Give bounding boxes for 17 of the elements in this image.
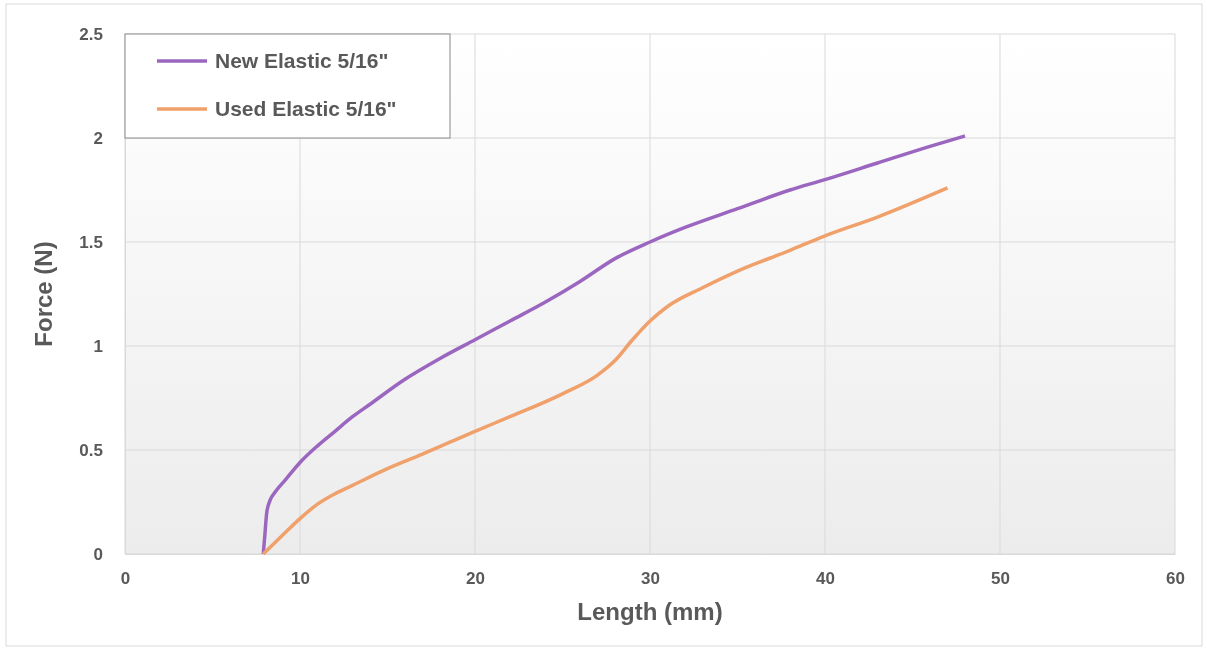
x-tick-label: 60	[1166, 569, 1185, 589]
legend-label: New Elastic 5/16"	[215, 49, 389, 72]
x-tick-label: 20	[466, 569, 485, 589]
y-tick-label: 0	[93, 544, 103, 564]
y-axis-title: Force (N)	[30, 241, 57, 347]
y-tick-label: 2	[93, 128, 103, 148]
x-tick-label: 50	[991, 569, 1010, 589]
x-tick-label: 0	[120, 569, 131, 589]
y-tick-label: 1.5	[79, 232, 103, 252]
y-tick-label: 1	[93, 336, 103, 356]
x-tick-label: 40	[816, 569, 835, 589]
x-axis-title: Length (mm)	[577, 598, 723, 625]
y-tick-label: 0.5	[79, 440, 103, 460]
x-tick-label: 10	[291, 569, 310, 589]
y-tick-label: 2.5	[79, 24, 103, 44]
x-tick-label: 30	[641, 569, 660, 589]
legend-label: Used Elastic 5/16"	[215, 97, 397, 120]
